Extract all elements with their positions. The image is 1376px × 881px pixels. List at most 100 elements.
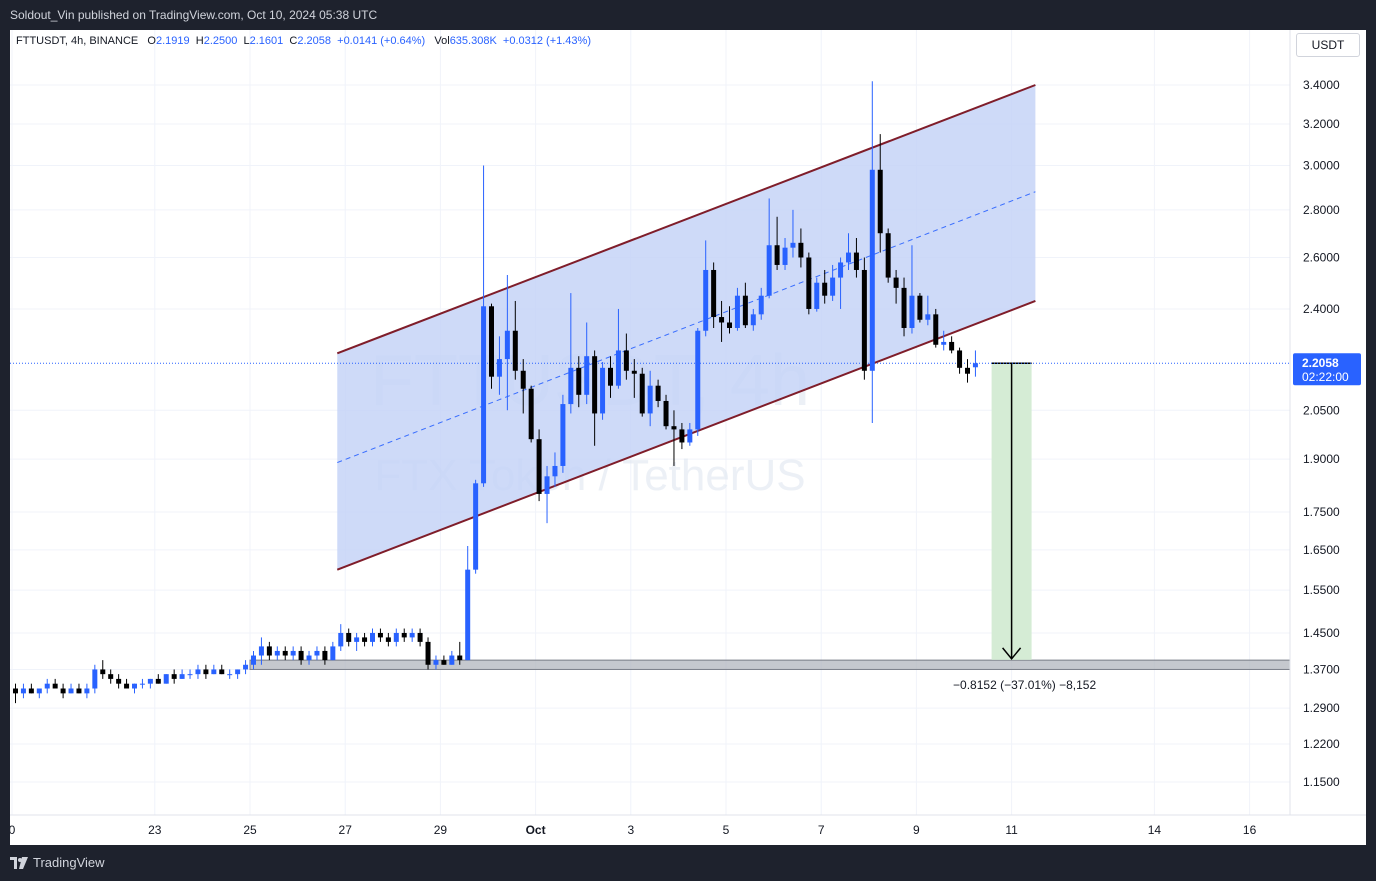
chart-canvas[interactable]: FTTUSDT, 4hFTX Token / TetherUS−0.8152 (… <box>10 30 1366 845</box>
chart-frame[interactable]: FTTUSDT, 4hFTX Token / TetherUS−0.8152 (… <box>10 30 1366 845</box>
time-tick-label: 11 <box>1005 823 1018 837</box>
candle-body <box>330 646 336 661</box>
candle-body <box>13 688 18 694</box>
candle-body <box>885 233 891 278</box>
candle-body <box>671 426 677 430</box>
candle <box>92 664 98 694</box>
price-tick-label: 3.4000 <box>1303 78 1340 92</box>
price-tick-label: 1.7500 <box>1303 505 1340 519</box>
candle <box>227 669 233 679</box>
time-tick-label: 16 <box>1243 823 1257 837</box>
candle-body <box>639 373 645 414</box>
price-tick-label: 2.4000 <box>1303 302 1340 316</box>
candle-body <box>393 632 399 642</box>
candle-body <box>219 669 225 675</box>
candle-body <box>568 367 574 405</box>
candle <box>13 683 18 704</box>
candle-body <box>806 257 812 309</box>
candle <box>282 646 288 661</box>
candle-body <box>544 476 550 494</box>
time-tick-label: 9 <box>913 823 920 837</box>
candle <box>846 233 851 270</box>
candle-body <box>322 650 328 661</box>
candle-body <box>600 367 606 414</box>
candle-body <box>354 637 360 642</box>
candle-body <box>719 317 725 323</box>
candle <box>52 678 58 689</box>
time-tick-label: 23 <box>148 823 162 837</box>
price-tick-label: 1.6500 <box>1303 543 1340 557</box>
candle <box>417 628 423 647</box>
candle-body <box>377 632 383 638</box>
channel-fill <box>337 85 1036 570</box>
candle-body <box>861 269 867 371</box>
candle <box>60 683 66 699</box>
time-tick-label: 27 <box>339 823 353 837</box>
candle-body <box>100 669 106 675</box>
candle-body <box>266 646 272 656</box>
candle-body <box>258 646 264 656</box>
candle-body <box>758 295 764 315</box>
time-tick-label: 25 <box>243 823 257 837</box>
candle-body <box>909 295 915 328</box>
price-tick-label: 2.0500 <box>1303 403 1340 417</box>
measure-arrow-head <box>1002 647 1022 661</box>
candle <box>719 300 725 342</box>
candle <box>306 650 312 665</box>
candle <box>401 628 407 642</box>
candle <box>893 269 899 304</box>
candle-body <box>362 637 368 642</box>
candle-body <box>941 341 947 345</box>
candle-body <box>28 688 34 694</box>
candle <box>465 545 471 661</box>
price-axis-background <box>1290 30 1366 845</box>
candle-body <box>655 385 661 401</box>
candle <box>298 646 304 665</box>
candle <box>766 198 772 299</box>
time-tick-label: 3 <box>627 823 634 837</box>
currency-button[interactable]: USDT <box>1296 33 1360 57</box>
legend-close-label: C <box>289 35 298 47</box>
candle <box>76 683 82 694</box>
candle <box>171 669 177 684</box>
candle-body <box>734 295 740 328</box>
candle-body <box>338 632 344 647</box>
price-tag-countdown: 02:22:00 <box>1302 370 1349 384</box>
candle-body <box>711 269 717 318</box>
candle-body <box>560 404 566 466</box>
legend-symbol[interactable]: FTTUSDT, 4h, BINANCE <box>16 35 139 47</box>
candle-body <box>52 683 58 689</box>
candle-body <box>370 632 375 642</box>
time-axis: 0 23 25 27 29 Oct 3 5 7 9 11 14 16 <box>10 814 1366 845</box>
symbol-legend: FTTUSDT, 4h, BINANCE O2.1919 H2.2500 L2.… <box>16 35 591 47</box>
candle <box>584 322 590 405</box>
candle-body <box>124 683 130 689</box>
candle-body <box>536 439 542 494</box>
candle-body <box>20 688 26 694</box>
candle-body <box>108 674 114 679</box>
candle <box>568 293 574 414</box>
candle-body <box>195 669 201 675</box>
candle <box>972 350 978 377</box>
candle-body <box>425 641 431 665</box>
candle-body <box>385 637 391 642</box>
candle <box>338 624 344 651</box>
legend-high-label: H <box>195 35 204 47</box>
candle <box>806 252 812 315</box>
candle <box>203 664 209 679</box>
candle-body <box>481 306 487 484</box>
time-axis-background <box>10 815 1366 845</box>
legend-high-value: 2.2500 <box>203 35 238 47</box>
candle-body <box>457 655 463 661</box>
candle-body <box>274 650 280 656</box>
candle <box>489 303 494 389</box>
channel-lower-line <box>336 300 1036 571</box>
candle <box>623 333 629 380</box>
candle-body <box>853 252 859 270</box>
candle-body <box>496 359 502 377</box>
candle <box>187 669 193 679</box>
candle-body <box>76 688 82 694</box>
candle <box>901 277 907 337</box>
candle <box>473 479 479 574</box>
candle <box>600 361 606 420</box>
